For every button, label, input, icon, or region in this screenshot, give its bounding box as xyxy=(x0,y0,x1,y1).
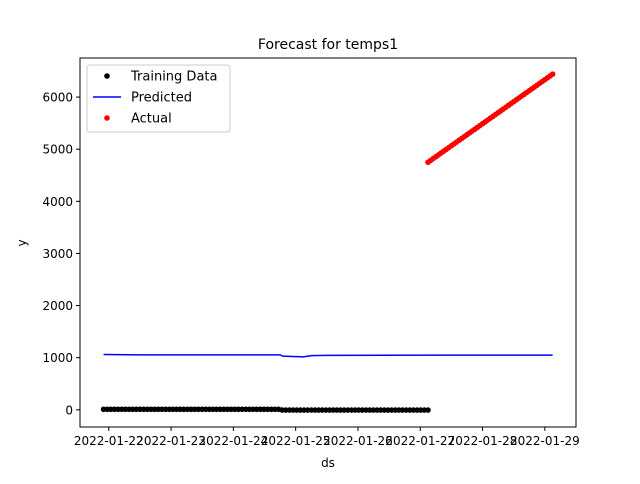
legend-swatch xyxy=(104,73,110,79)
x-tick-label: 2022-01-29 xyxy=(510,434,580,448)
y-tick-label: 4000 xyxy=(42,195,73,209)
legend-label: Actual xyxy=(131,112,172,127)
axes-frame xyxy=(79,57,577,428)
plot-area xyxy=(100,71,556,413)
y-axis-label: y xyxy=(15,239,29,246)
y-tick-label: 6000 xyxy=(42,91,73,105)
x-tick-label: 2022-01-27 xyxy=(385,434,455,448)
y-tick-label: 3000 xyxy=(42,247,73,261)
training-point xyxy=(425,407,431,413)
x-tick-label: 2022-01-22 xyxy=(74,434,144,448)
predicted-line xyxy=(103,353,553,358)
x-tick-label: 2022-01-24 xyxy=(198,434,268,448)
y-tick-label: 5000 xyxy=(42,143,73,157)
y-tick-label: 1000 xyxy=(42,351,73,365)
legend-label: Predicted xyxy=(131,91,192,106)
legend-label: Training Data xyxy=(130,70,217,85)
chart-title: Forecast for temps1 xyxy=(258,37,398,53)
legend: Training Data Predicted Actual xyxy=(86,64,231,133)
y-tick-label: 2000 xyxy=(42,299,73,313)
x-tick-label: 2022-01-26 xyxy=(323,434,393,448)
x-axis-label: ds xyxy=(321,456,335,470)
x-tick-label: 2022-01-23 xyxy=(136,434,206,448)
x-tick-label: 2022-01-25 xyxy=(261,434,331,448)
x-tick-label: 2022-01-28 xyxy=(448,434,518,448)
y-tick-label: 0 xyxy=(65,403,73,417)
actual-point xyxy=(549,71,556,77)
axis-ticks: 01000200030004000500060002022-01-222022-… xyxy=(42,91,579,448)
legend-swatch xyxy=(104,115,110,121)
legend-box xyxy=(86,64,231,133)
